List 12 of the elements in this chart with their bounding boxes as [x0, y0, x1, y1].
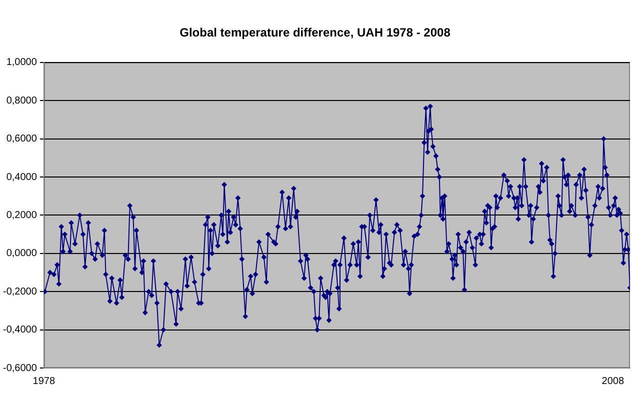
- y-tick-label: 0,4000: [6, 172, 38, 183]
- y-tick-label: 0,2000: [6, 210, 38, 221]
- x-tick-label: 1978: [32, 376, 56, 387]
- y-tick-label: -0,4000: [2, 324, 38, 336]
- y-tick-label: 1,0000: [6, 57, 38, 68]
- x-tick-label: 2008: [602, 376, 624, 387]
- y-tick-label: -0,2000: [2, 286, 38, 298]
- y-tick-label: 0,8000: [6, 95, 38, 106]
- y-tick-label: -0,6000: [2, 362, 38, 374]
- y-tick-label: 0,0000: [6, 248, 38, 260]
- y-tick-label: 0,6000: [6, 134, 38, 145]
- chart-title: Global temperature difference, UAH 1978 - 2008: [180, 26, 451, 40]
